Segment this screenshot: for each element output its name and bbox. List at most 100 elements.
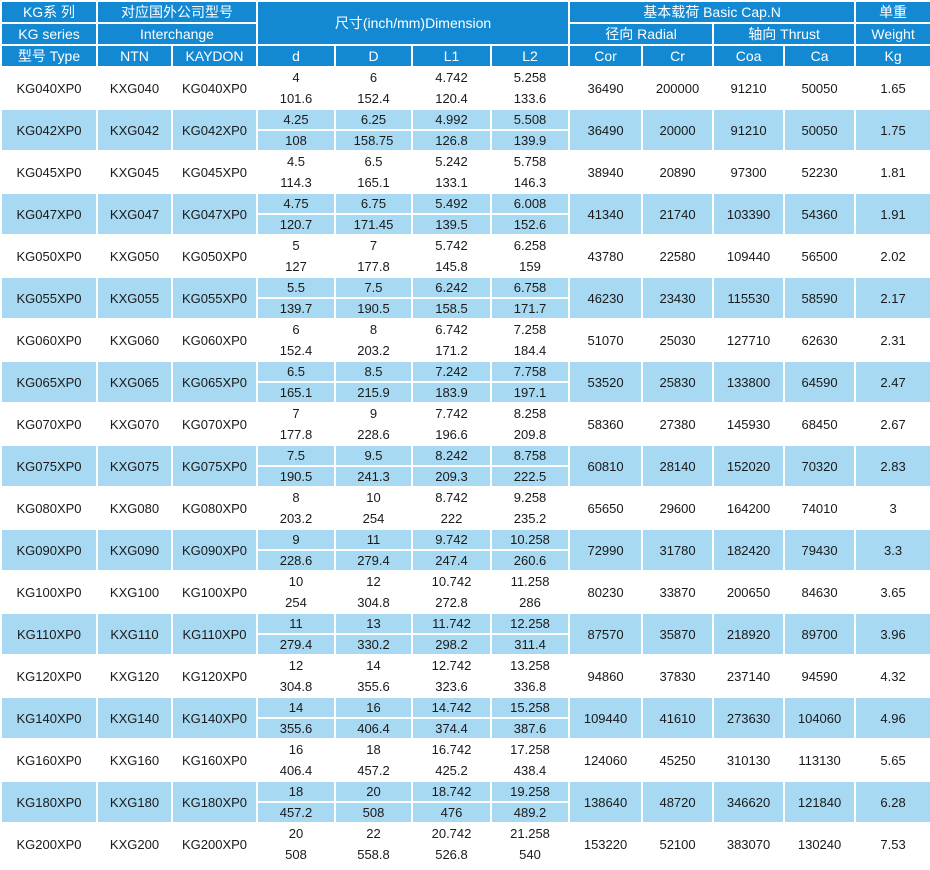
cell-kaydon: KG090XP0 [171,528,258,572]
cell-kaydon: KG100XP0 [171,570,258,614]
cell-coa: 91210 [712,66,786,110]
cell-kaydon: KG065XP0 [171,360,258,404]
cell-D-inch: 8 [334,318,413,341]
cell-ca: 52230 [783,150,857,194]
cell-L2-mm: 146.3 [489,171,571,194]
table-row-inch: KG090XP0 KXG090 KG090XP0 9 11 9.742 10.258 7299… [0,528,930,572]
cell-d-inch: 6.5 [256,360,336,383]
table-row-mm: 304.8 355.6 323.6 336.8 [1,675,930,698]
cell-kaydon: KG042XP0 [171,108,258,152]
cell-coa: 273630 [712,696,786,740]
cell-cr: 48720 [641,780,715,824]
cell-type: KG110XP0 [0,612,98,656]
cell-L1-inch: 6.242 [411,276,492,299]
header-row-3: 型号 Type NTN KAYDON d D L1 L2 Cor Cr Coa … [0,44,930,68]
header-thrust: 轴向 Thrust [712,22,857,46]
cell-L1-mm: 139.5 [411,213,492,236]
cell-ca: 113130 [783,738,857,782]
cell-L2-inch: 12.258 [489,612,571,635]
cell-cor: 58360 [568,402,644,446]
cell-type: KG075XP0 [0,444,98,488]
cell-d-inch: 7.5 [256,444,336,467]
table-row-inch: KG047XP0 KXG047 KG047XP0 4.75 6.75 5.492 6.008… [0,192,930,236]
table-row-inch: KG120XP0 KXG120 KG120XP0 12 14 12.742 13.258 94… [0,654,930,698]
table-row-inch: KG042XP0 KXG042 KG042XP0 4.25 6.25 4.992 5.508… [0,108,930,152]
cell-L1-mm: 247.4 [411,549,492,572]
cell-ntn: KXG055 [96,276,173,320]
cell-L2-mm: 159 [489,255,571,278]
table-row-inch: KG200XP0 KXG200 KG200XP0 20 22 20.742 21.258 15… [0,822,930,866]
cell-type: KG180XP0 [0,780,98,824]
cell-kaydon: KG060XP0 [171,318,258,362]
cell-L2-mm: 260.6 [489,549,571,572]
cell-kg: 6.28 [854,780,930,824]
header-col-cr: Cr [641,44,715,68]
cell-d-mm: 228.6 [256,549,336,572]
cell-d-inch: 9 [256,528,336,551]
cell-D-mm: 355.6 [334,675,413,698]
cell-cor: 72990 [568,528,644,572]
cell-L2-mm: 438.4 [489,759,571,782]
cell-type: KG047XP0 [0,192,98,236]
cell-D-mm: 171.45 [334,213,413,236]
cell-D-inch: 13 [334,612,413,635]
cell-ntn: KXG050 [96,234,173,278]
cell-L2-inch: 8.758 [489,444,571,467]
cell-cor: 60810 [568,444,644,488]
header-basic-capacity: 基本载荷 Basic Cap.N [568,0,857,24]
table-row-mm: 508 558.8 526.8 540 [1,843,930,866]
cell-type: KG042XP0 [0,108,98,152]
header-row-2: KG series Interchange 径向 Radial 轴向 Thrus… [0,22,930,46]
cell-cor: 36490 [568,108,644,152]
cell-D-mm: 177.8 [334,255,413,278]
table-row-inch: KG055XP0 KXG055 KG055XP0 5.5 7.5 6.242 6.758 46… [0,276,930,320]
table-row-mm: 165.1 215.9 183.9 197.1 [1,381,930,404]
cell-D-mm: 279.4 [334,549,413,572]
cell-cr: 27380 [641,402,715,446]
cell-ca: 70320 [783,444,857,488]
table-row-inch: KG045XP0 KXG045 KG045XP0 4.5 6.5 5.242 5.758 38… [0,150,930,194]
cell-kaydon: KG110XP0 [171,612,258,656]
table-row-mm: 114.3 165.1 133.1 146.3 [1,171,930,194]
cell-cor: 41340 [568,192,644,236]
cell-cr: 20890 [641,150,715,194]
cell-D-mm: 228.6 [334,423,413,446]
cell-L2-mm: 540 [489,843,571,866]
cell-L2-inch: 10.258 [489,528,571,551]
cell-kg: 3.96 [854,612,930,656]
cell-coa: 310130 [712,738,786,782]
cell-d-inch: 12 [256,654,336,677]
cell-ca: 104060 [783,696,857,740]
cell-d-mm: 279.4 [256,633,336,656]
cell-kaydon: KG055XP0 [171,276,258,320]
cell-d-inch: 20 [256,822,336,845]
cell-cr: 29600 [641,486,715,530]
header-col-L1: L1 [411,44,492,68]
cell-ntn: KXG045 [96,150,173,194]
cell-d-mm: 120.7 [256,213,336,236]
cell-cor: 38940 [568,150,644,194]
cell-coa: 103390 [712,192,786,236]
cell-d-inch: 8 [256,486,336,509]
cell-D-inch: 9 [334,402,413,425]
cell-d-mm: 101.6 [256,87,336,110]
cell-cor: 124060 [568,738,644,782]
cell-cor: 36490 [568,66,644,110]
header-interchange-en: Interchange [96,22,258,46]
cell-ntn: KXG100 [96,570,173,614]
cell-type: KG040XP0 [0,66,98,110]
cell-coa: 152020 [712,444,786,488]
cell-kg: 7.53 [854,822,930,866]
cell-L2-mm: 222.5 [489,465,571,488]
cell-coa: 97300 [712,150,786,194]
cell-L2-mm: 235.2 [489,507,571,530]
cell-coa: 182420 [712,528,786,572]
cell-L2-mm: 489.2 [489,801,571,824]
cell-type: KG160XP0 [0,738,98,782]
cell-L1-mm: 425.2 [411,759,492,782]
cell-D-mm: 330.2 [334,633,413,656]
cell-ca: 79430 [783,528,857,572]
cell-D-mm: 203.2 [334,339,413,362]
cell-ntn: KXG047 [96,192,173,236]
cell-cor: 46230 [568,276,644,320]
